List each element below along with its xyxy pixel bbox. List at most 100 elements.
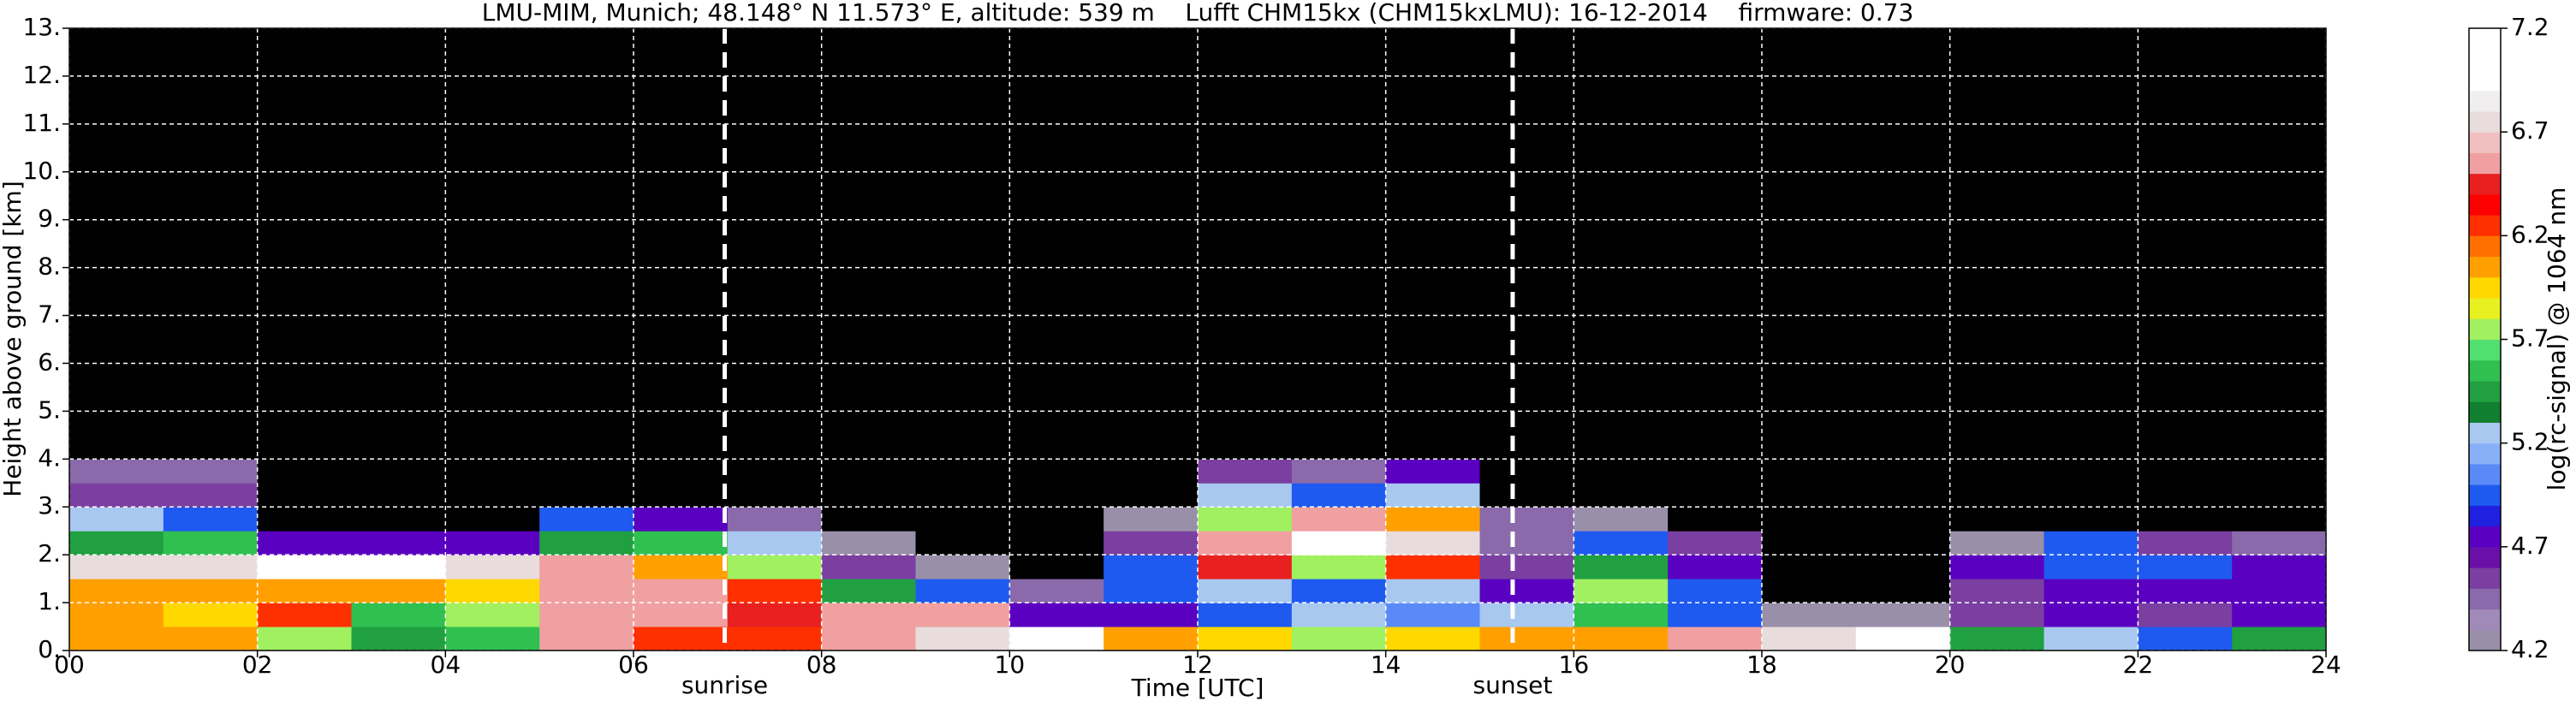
heatmap-cell (445, 627, 540, 651)
heatmap-cell (1104, 579, 1199, 603)
heatmap-cell (1762, 531, 1857, 556)
heatmap-cell (2232, 555, 2327, 579)
heatmap-cell (351, 579, 446, 603)
heatmap-cell (2044, 627, 2139, 651)
heatmap-cell (2044, 28, 2139, 460)
heatmap-cell (539, 459, 634, 484)
heatmap-cell (915, 28, 1010, 460)
heatmap-cell (1668, 459, 1763, 484)
heatmap-cell (1479, 483, 1574, 508)
heatmap-cell (1198, 579, 1293, 603)
heatmap-cell (1009, 28, 1104, 460)
heatmap-cell (163, 603, 259, 627)
heatmap-cell (445, 28, 540, 460)
colorbar-tick-label: 4.7 (2511, 532, 2549, 560)
heatmap-cell (2138, 603, 2233, 627)
heatmap-cell (1009, 483, 1104, 508)
heatmap-cell (163, 507, 259, 532)
y-tick-label: 9. (38, 205, 61, 233)
heatmap-cell (1009, 507, 1104, 532)
heatmap-cell (1385, 627, 1480, 651)
heatmap-cell (1009, 627, 1104, 651)
y-tick-label: 11. (22, 109, 61, 137)
colorbar-band (2469, 28, 2501, 50)
heatmap-cell (1104, 507, 1199, 532)
heatmap-cell (2138, 483, 2233, 508)
colorbar-band (2469, 339, 2501, 361)
heatmap-cell (1479, 579, 1574, 603)
heatmap-cell (1291, 555, 1387, 579)
colorbar-band (2469, 276, 2501, 299)
heatmap-cell (2044, 507, 2139, 532)
heatmap-cell (445, 459, 540, 484)
heatmap-cell (2044, 531, 2139, 556)
heatmap-cell (1104, 603, 1199, 627)
heatmap-cell (1574, 627, 1669, 651)
heatmap-cell (821, 483, 916, 508)
heatmap-cell (351, 627, 446, 651)
heatmap-cell (1479, 531, 1574, 556)
heatmap-cell (1385, 483, 1480, 508)
colorbar-band (2469, 588, 2501, 610)
colorbar-band (2469, 526, 2501, 548)
colorbar-band (2469, 256, 2501, 278)
colorbar-band (2469, 359, 2501, 382)
colorbar-tick-label: 6.2 (2511, 220, 2549, 248)
heatmap-cell (351, 483, 446, 508)
heatmap-cell (1198, 627, 1293, 651)
heatmap-cell (1385, 555, 1480, 579)
heatmap-cell (1762, 28, 1857, 460)
heatmap-cell (1479, 28, 1574, 460)
heatmap-cell (2044, 579, 2139, 603)
x-tick-label: 10 (995, 651, 1026, 679)
heatmap-cell (445, 507, 540, 532)
heatmap-cell (445, 531, 540, 556)
x-tick-label: 22 (2123, 651, 2154, 679)
x-tick-label: 02 (242, 651, 273, 679)
heatmap-cell (163, 627, 259, 651)
colorbar-band (2469, 463, 2501, 485)
heatmap-cell (1762, 627, 1857, 651)
heatmap-cell (539, 627, 634, 651)
heatmap-cell (1291, 579, 1387, 603)
heatmap-cell (1385, 603, 1480, 627)
x-tick-label: 08 (806, 651, 837, 679)
heatmap-cell (634, 28, 729, 460)
colorbar-band (2469, 567, 2501, 589)
heatmap-cell (1479, 507, 1574, 532)
heatmap-cell (821, 579, 916, 603)
heatmap-cell (69, 627, 164, 651)
colorbar-tick-label: 6.7 (2511, 116, 2549, 145)
heatmap-cell (1198, 28, 1293, 460)
colorbar-band (2469, 49, 2501, 70)
heatmap-cell (1668, 531, 1763, 556)
heatmap-cell (1855, 627, 1951, 651)
chart-title: LMU-MIM, Munich; 48.148° N 11.573° E, al… (482, 0, 1914, 27)
heatmap-cell (257, 579, 352, 603)
heatmap-cell (1668, 579, 1763, 603)
heatmap-cell (915, 555, 1010, 579)
heatmap-cell (1949, 531, 2044, 556)
heatmap-cell (2044, 555, 2139, 579)
heatmap-cell (1009, 531, 1104, 556)
heatmap-cell (1668, 603, 1763, 627)
heatmap-cell (1574, 579, 1669, 603)
heatmap-cell (163, 579, 259, 603)
heatmap-cell (1198, 531, 1293, 556)
heatmap-cell (915, 627, 1010, 651)
heatmap-cell (1574, 603, 1669, 627)
colorbar-band (2469, 298, 2501, 319)
heatmap-cell (1385, 459, 1480, 484)
heatmap-cell (539, 483, 634, 508)
heatmap-cell (1668, 507, 1763, 532)
annotation-label: sunset (1473, 671, 1553, 699)
heatmap-cell (1574, 507, 1669, 532)
heatmap-cell (257, 555, 352, 579)
x-tick-label: 18 (1746, 651, 1777, 679)
heatmap-cell (1198, 555, 1293, 579)
colorbar-band (2469, 235, 2501, 258)
heatmap-cell (445, 603, 540, 627)
heatmap-cell (1668, 627, 1763, 651)
y-axis-label: Height above ground [km] (0, 181, 27, 497)
